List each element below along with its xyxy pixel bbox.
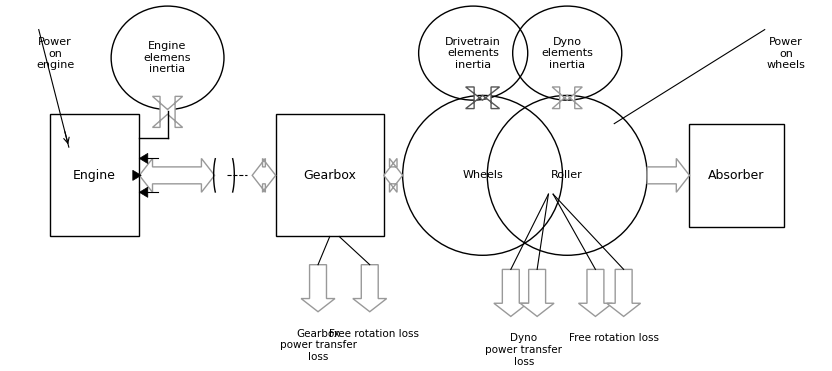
Polygon shape bbox=[301, 265, 335, 312]
Polygon shape bbox=[520, 269, 554, 316]
Text: Power
on
engine: Power on engine bbox=[36, 37, 74, 70]
Text: Engine: Engine bbox=[73, 169, 116, 182]
Polygon shape bbox=[152, 96, 182, 127]
Polygon shape bbox=[578, 269, 612, 316]
Polygon shape bbox=[252, 158, 275, 192]
Text: Roller: Roller bbox=[552, 170, 583, 180]
Text: Power
on
wheels: Power on wheels bbox=[766, 37, 805, 70]
Text: Gearbox: Gearbox bbox=[304, 169, 356, 182]
Text: Absorber: Absorber bbox=[708, 169, 765, 182]
Polygon shape bbox=[139, 158, 215, 192]
Text: Engine
elemens
inertia: Engine elemens inertia bbox=[144, 41, 191, 75]
Polygon shape bbox=[647, 158, 690, 192]
Text: Free rotation loss: Free rotation loss bbox=[569, 334, 659, 343]
Polygon shape bbox=[466, 87, 499, 109]
Text: Dyno
power transfer
loss: Dyno power transfer loss bbox=[485, 334, 562, 367]
Polygon shape bbox=[133, 170, 141, 180]
Polygon shape bbox=[139, 187, 148, 197]
Text: Drivetrain
elements
inertia: Drivetrain elements inertia bbox=[445, 36, 501, 70]
Polygon shape bbox=[552, 87, 582, 109]
Text: Free rotation loss: Free rotation loss bbox=[329, 329, 419, 339]
Text: Wheels: Wheels bbox=[463, 170, 503, 180]
Polygon shape bbox=[353, 265, 387, 312]
Text: Gearbox
power transfer
loss: Gearbox power transfer loss bbox=[280, 329, 357, 362]
Bar bbox=[690, 124, 784, 227]
Polygon shape bbox=[384, 158, 403, 192]
Polygon shape bbox=[494, 269, 527, 316]
Text: Dyno
elements
inertia: Dyno elements inertia bbox=[542, 36, 593, 70]
Polygon shape bbox=[607, 269, 641, 316]
Polygon shape bbox=[139, 153, 148, 164]
Bar bbox=[275, 114, 384, 236]
Bar bbox=[50, 114, 139, 236]
